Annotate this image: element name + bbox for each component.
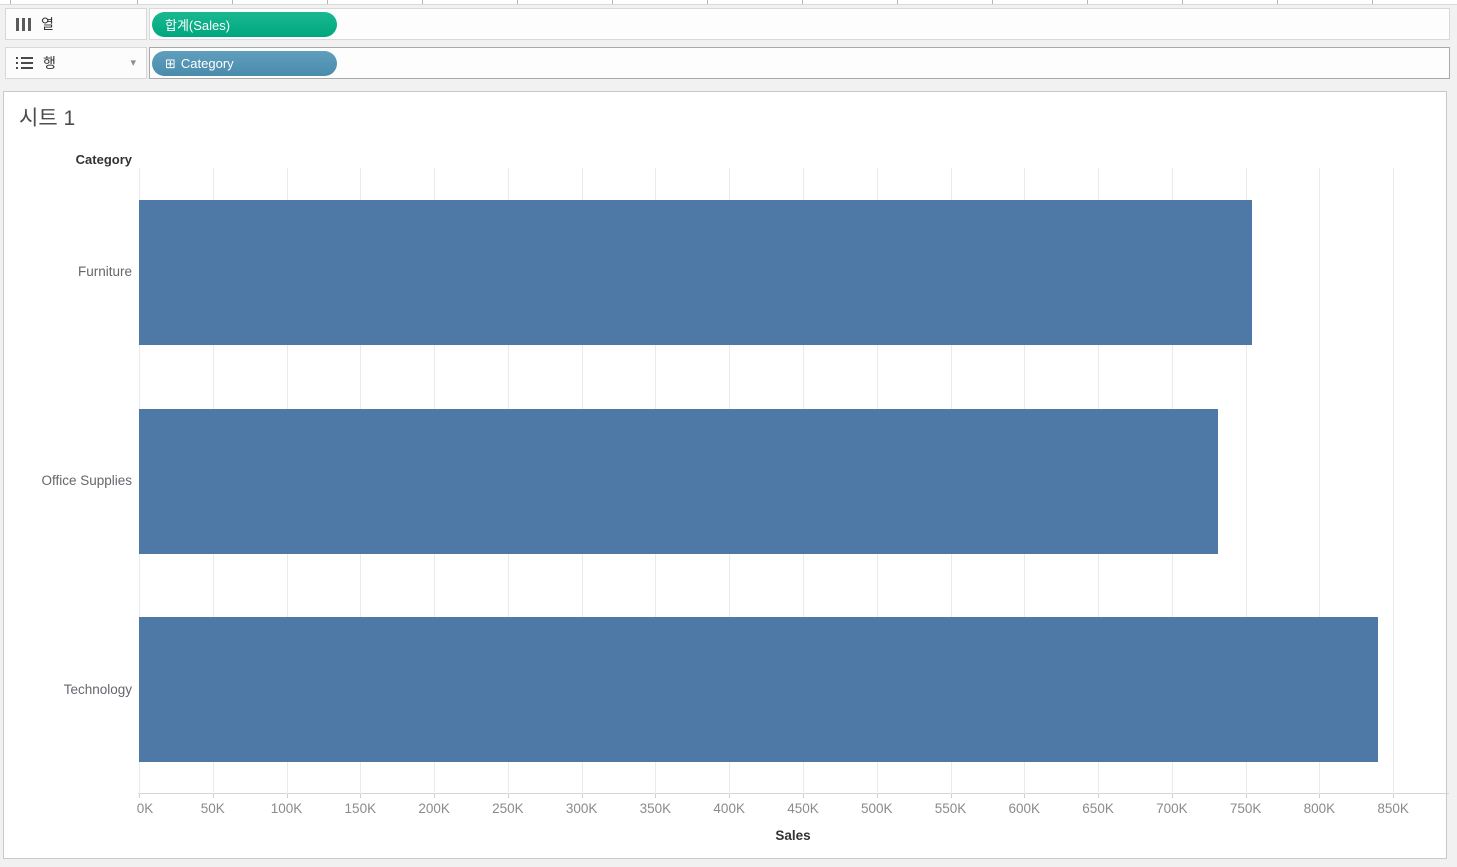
worksheet-container: 시트 1 Category Sales 0K 50K 100K 150K 200K 250… (3, 91, 1449, 859)
columns-shelf-drop-area[interactable]: 합계(Sales) (149, 8, 1450, 40)
axis-tick (212, 794, 214, 798)
rows-shelf-label: 행 ▾ (5, 47, 147, 79)
rows-pill-label: Category (180, 56, 234, 71)
row-label-office-supplies[interactable]: Office Supplies (41, 473, 132, 488)
columns-pill-label: 합계(Sales) (165, 18, 231, 33)
x-tick-label: 300K (565, 801, 598, 816)
x-tick-label: 150K (344, 801, 377, 816)
x-tick-label: 200K (418, 801, 450, 816)
columns-icon (16, 17, 31, 31)
axis-tick (581, 794, 583, 798)
x-tick-label: 0K (136, 801, 154, 816)
x-tick-label: 400K (713, 801, 745, 816)
axis-tick (802, 794, 804, 798)
axis-tick (139, 794, 140, 798)
axis-tick (1171, 794, 1173, 798)
x-tick-label: 450K (787, 801, 819, 816)
gridline (1393, 168, 1395, 794)
rows-pill-category[interactable]: ⊞ Category (152, 51, 337, 76)
axis-tick (286, 794, 288, 798)
x-tick-label: 800K (1303, 801, 1336, 816)
x-tick-label: 550K (934, 801, 967, 816)
axis-tick (950, 794, 952, 798)
x-tick-label: 100K (270, 801, 303, 816)
axis-tick (1024, 794, 1026, 798)
bar-technology[interactable] (139, 617, 1379, 763)
x-tick-label: 350K (639, 801, 672, 816)
bar-furniture[interactable] (139, 199, 1252, 345)
x-axis-title: Sales (775, 828, 811, 843)
rows-icon (16, 56, 33, 70)
columns-pill-sum-sales[interactable]: 합계(Sales) (152, 12, 337, 37)
cropped-toolbar-edge (0, 0, 1457, 5)
x-tick-label: 50K (200, 801, 225, 816)
x-tick-label: 250K (492, 801, 524, 816)
chevron-down-icon[interactable]: ▾ (130, 56, 136, 69)
axis-tick (1393, 794, 1395, 798)
bar-office-supplies[interactable] (139, 408, 1219, 554)
rows-shelf-text: 행 (43, 55, 56, 71)
gridline (1245, 168, 1247, 794)
axis-tick (507, 794, 509, 798)
columns-shelf-text: 열 (41, 16, 54, 32)
sheet-title: 시트 1 (19, 107, 76, 130)
rows-shelf-drop-area[interactable]: ⊞ Category (149, 47, 1450, 79)
row-label-technology[interactable]: Technology (63, 681, 132, 697)
axis-tick (1098, 794, 1100, 798)
x-tick-label: 700K (1156, 801, 1188, 816)
axis-tick (729, 794, 731, 798)
row-label-furniture[interactable]: Furniture (77, 264, 132, 280)
x-tick-label: 650K (1082, 801, 1114, 816)
columns-shelf-label: 열 (5, 8, 147, 40)
x-tick-label: 750K (1229, 801, 1262, 816)
axis-tick (655, 794, 657, 798)
axis-tick (434, 794, 436, 798)
axis-tick (1245, 794, 1247, 798)
row-field-header[interactable]: Category (75, 152, 132, 167)
plot-area (138, 168, 1449, 798)
squared-plus-icon[interactable]: ⊞ (165, 56, 176, 71)
axis-tick (876, 794, 878, 798)
axis-tick (1319, 794, 1321, 798)
x-tick-label: 600K (1008, 801, 1041, 816)
axis-tick (360, 794, 362, 798)
gridline (1319, 168, 1321, 794)
x-tick-label: 850K (1377, 801, 1409, 816)
x-tick-label: 500K (860, 801, 893, 816)
